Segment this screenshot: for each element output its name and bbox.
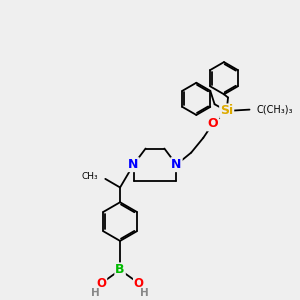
Text: H: H bbox=[91, 288, 100, 298]
Text: N: N bbox=[128, 158, 139, 171]
Text: B: B bbox=[115, 263, 125, 276]
Text: CH₃: CH₃ bbox=[81, 172, 98, 181]
Text: O: O bbox=[134, 277, 144, 290]
Text: O: O bbox=[207, 117, 218, 130]
Text: O: O bbox=[96, 277, 106, 290]
Text: C(CH₃)₃: C(CH₃)₃ bbox=[257, 104, 293, 114]
Text: H: H bbox=[140, 288, 149, 298]
Text: Si: Si bbox=[220, 104, 233, 117]
Text: N: N bbox=[171, 158, 182, 171]
